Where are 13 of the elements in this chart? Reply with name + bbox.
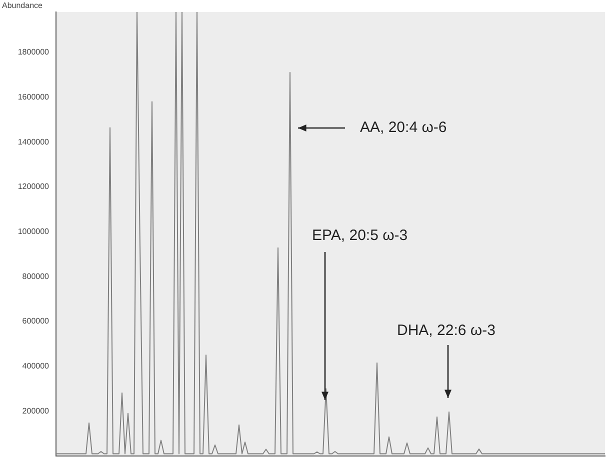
y-axis-title: Abundance [2, 1, 44, 10]
y-tick-label: 200000 [22, 406, 50, 416]
annotation: DHA, 22:6 ω-3 [397, 322, 496, 340]
y-tick-label: 1000000 [18, 226, 50, 236]
y-tick-label: 800000 [22, 272, 50, 281]
y-tick-label: 400000 [22, 362, 50, 371]
annotation: AA, 20:4 ω-6 [360, 119, 447, 136]
y-tick-label: 1800000 [18, 48, 50, 57]
y-tick-label: 1600000 [18, 92, 50, 102]
y-tick-label: 600000 [22, 316, 50, 326]
y-tick-label: 1400000 [18, 137, 50, 146]
y-tick-label: 1200000 [18, 182, 50, 192]
annotation: EPA, 20:5 ω-3 [312, 227, 408, 244]
